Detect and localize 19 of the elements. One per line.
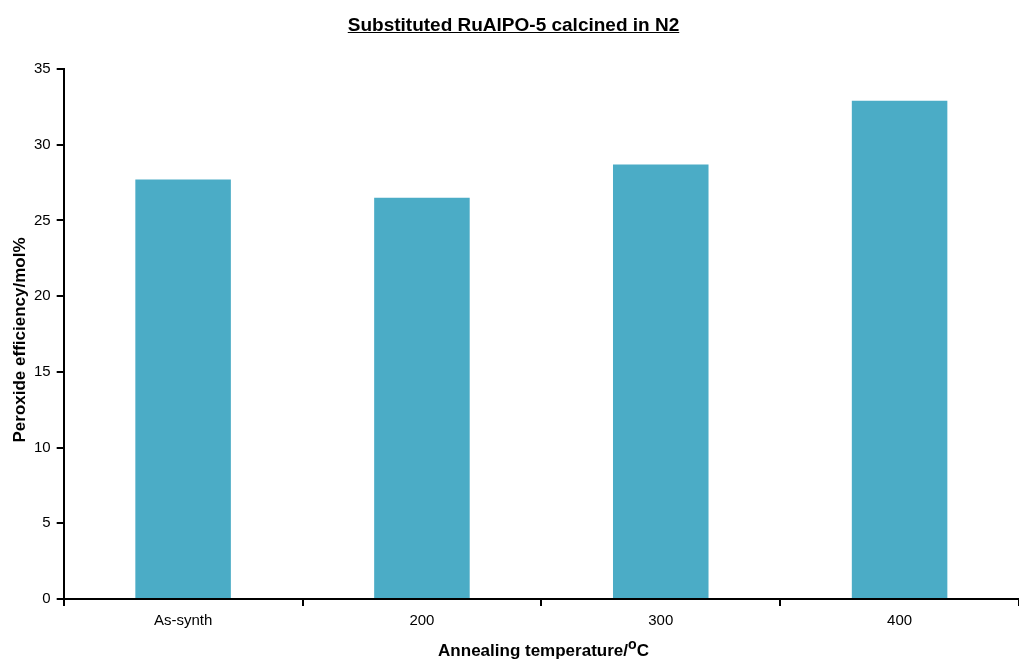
- y-tick-label: 5: [42, 513, 51, 531]
- y-tick-label: 25: [34, 210, 51, 228]
- y-tick-label: 20: [34, 286, 51, 304]
- bar: [135, 179, 231, 598]
- y-tick-label: 35: [34, 59, 51, 77]
- bar: [374, 197, 470, 598]
- y-tick-label: 15: [34, 362, 51, 379]
- x-tick-label: 300: [648, 611, 674, 629]
- x-tick-label: 400: [887, 611, 913, 629]
- y-tick-label: 0: [42, 589, 51, 607]
- x-axis-title: Annealing temperature/$^{o}$C: [437, 636, 650, 661]
- x-tick-label: 200: [409, 611, 435, 629]
- x-tick-label: As-synth: [153, 611, 213, 629]
- y-tick-label: 30: [34, 134, 51, 152]
- chart-title: Substituted RuAlPO-5 calcined in N2: [346, 14, 681, 36]
- y-tick-label: 10: [34, 437, 51, 455]
- bar: [612, 164, 709, 598]
- bar: [851, 100, 948, 598]
- y-axis-title: Peroxide efficiency/mol%: [10, 236, 30, 445]
